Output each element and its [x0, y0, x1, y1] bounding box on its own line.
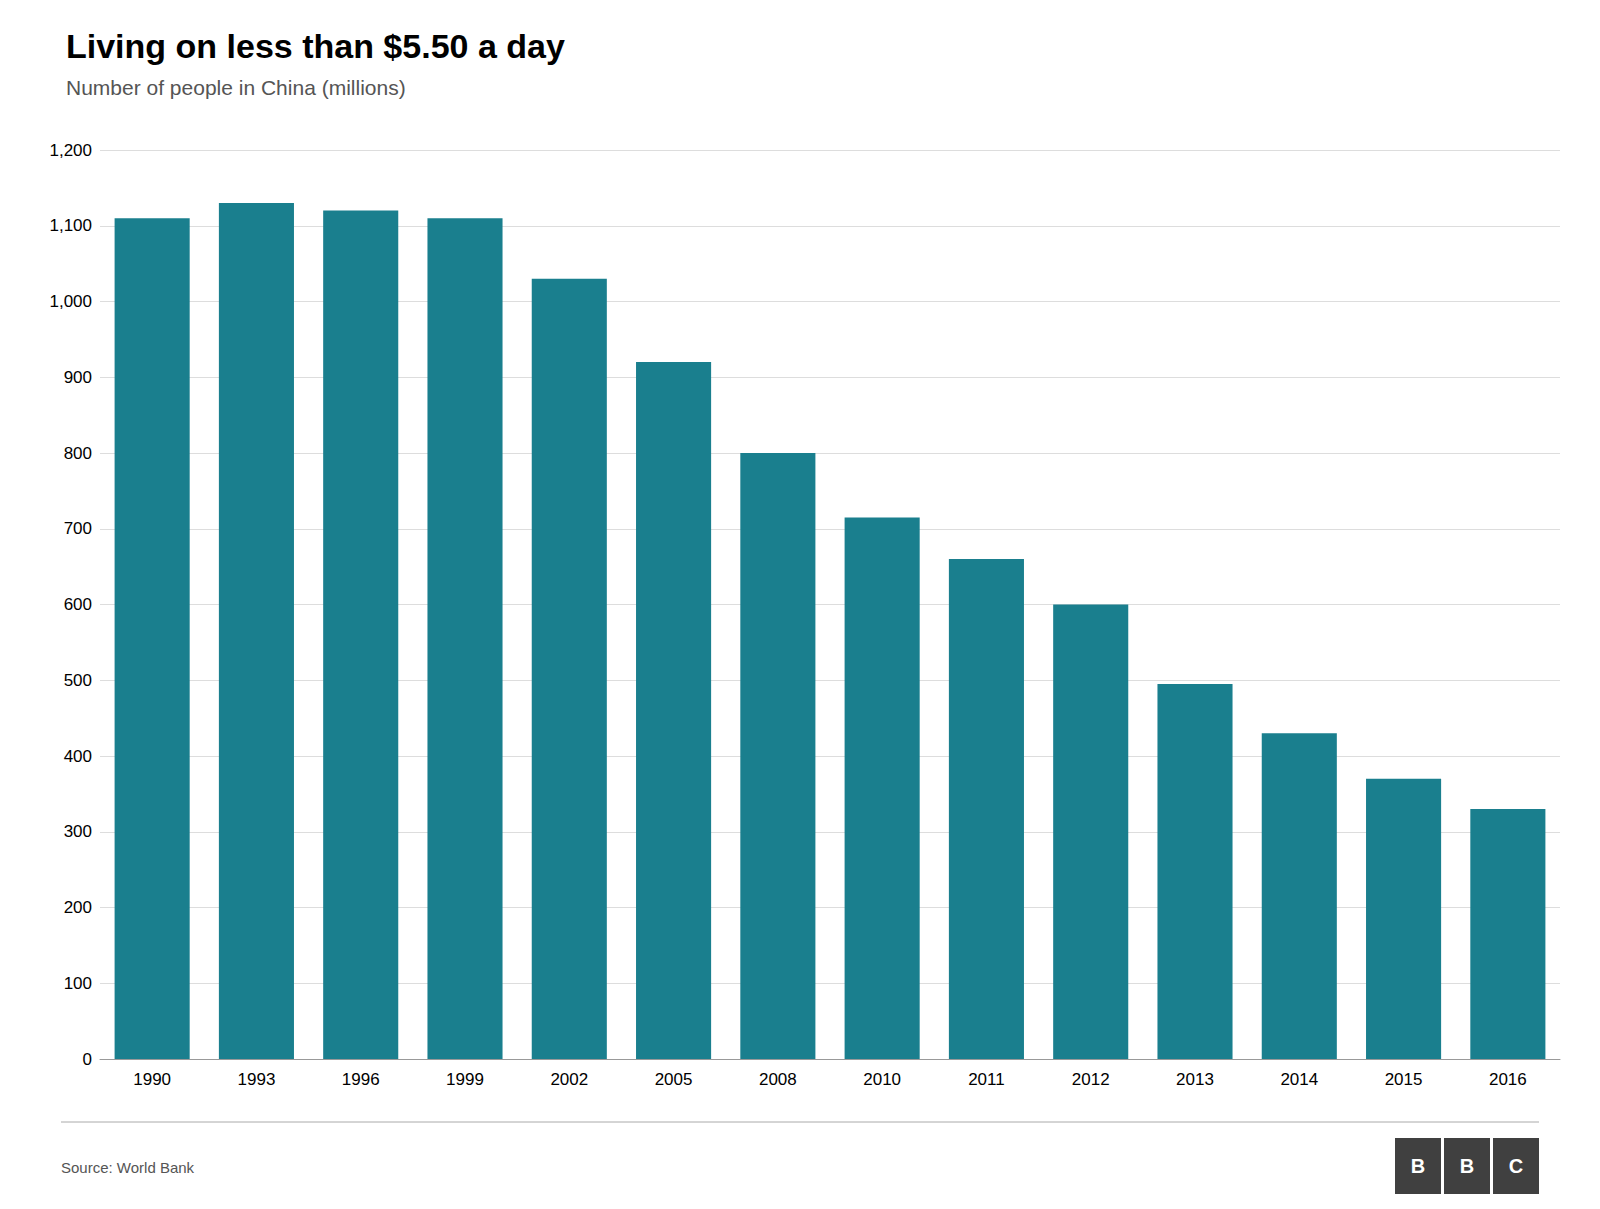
svg-text:B: B — [1460, 1155, 1474, 1177]
svg-text:1,000: 1,000 — [49, 292, 92, 311]
svg-text:0: 0 — [83, 1050, 92, 1069]
svg-text:C: C — [1509, 1155, 1523, 1177]
svg-text:2002: 2002 — [550, 1070, 588, 1089]
svg-text:2008: 2008 — [759, 1070, 797, 1089]
svg-text:1,200: 1,200 — [49, 141, 92, 160]
svg-text:Living on less than $5.50 a da: Living on less than $5.50 a day — [66, 27, 565, 65]
svg-text:1993: 1993 — [238, 1070, 276, 1089]
svg-text:700: 700 — [64, 519, 92, 538]
svg-text:100: 100 — [64, 974, 92, 993]
svg-text:2016: 2016 — [1489, 1070, 1527, 1089]
svg-text:400: 400 — [64, 747, 92, 766]
svg-text:2011: 2011 — [968, 1070, 1005, 1089]
svg-text:300: 300 — [64, 822, 92, 841]
svg-text:600: 600 — [64, 595, 92, 614]
svg-text:1996: 1996 — [342, 1070, 380, 1089]
svg-text:1999: 1999 — [446, 1070, 484, 1089]
svg-text:2012: 2012 — [1072, 1070, 1110, 1089]
svg-text:2010: 2010 — [863, 1070, 901, 1089]
svg-text:Number of people in China (mil: Number of people in China (millions) — [66, 76, 406, 99]
svg-text:2014: 2014 — [1280, 1070, 1318, 1089]
svg-text:1,100: 1,100 — [49, 216, 92, 235]
svg-text:200: 200 — [64, 898, 92, 917]
svg-text:900: 900 — [64, 368, 92, 387]
svg-text:1990: 1990 — [133, 1070, 171, 1089]
svg-text:2005: 2005 — [655, 1070, 693, 1089]
svg-text:500: 500 — [64, 671, 92, 690]
svg-text:800: 800 — [64, 444, 92, 463]
svg-text:2015: 2015 — [1385, 1070, 1423, 1089]
svg-text:2013: 2013 — [1176, 1070, 1214, 1089]
svg-text:B: B — [1411, 1155, 1425, 1177]
svg-text:Source: World Bank: Source: World Bank — [61, 1159, 195, 1176]
